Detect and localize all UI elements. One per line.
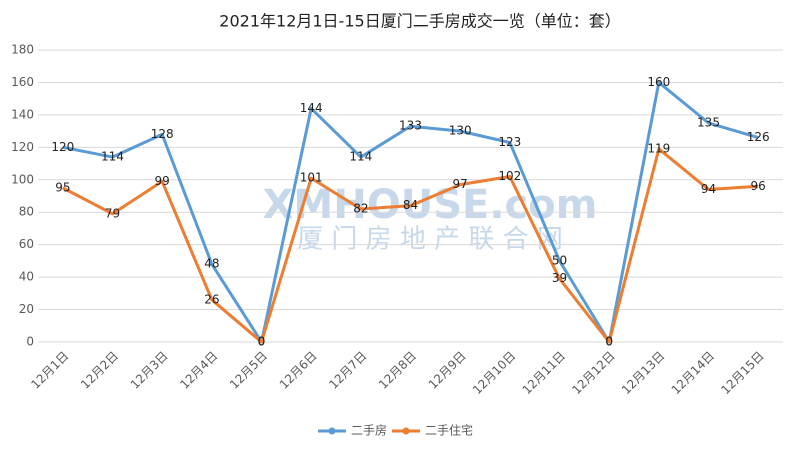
data-label: 114 — [349, 150, 372, 164]
data-label: 128 — [151, 127, 174, 141]
x-tick-label: 12月8日 — [376, 349, 419, 392]
watermark-subtitle: 厦 门 房 地 产 联 合 网 — [297, 225, 563, 255]
y-tick-label: 140 — [11, 107, 34, 121]
legend-marker — [402, 427, 410, 435]
x-tick-label: 12月2日 — [78, 349, 121, 392]
data-label: 119 — [647, 141, 670, 155]
y-tick-label: 100 — [11, 172, 34, 186]
data-label: 0 — [605, 335, 613, 349]
data-label: 0 — [258, 335, 266, 349]
data-label: 96 — [751, 179, 766, 193]
data-label: 130 — [449, 124, 472, 138]
watermark: XMHOUSE.com — [263, 182, 598, 228]
data-label: 144 — [300, 101, 323, 115]
y-tick-label: 0 — [26, 335, 34, 349]
x-tick-label: 12月10日 — [470, 349, 518, 397]
data-label: 99 — [155, 174, 170, 188]
data-label: 126 — [747, 130, 770, 144]
data-label: 101 — [300, 171, 323, 185]
data-label: 114 — [101, 150, 124, 164]
data-label: 39 — [552, 271, 567, 285]
line — [62, 80, 759, 344]
data-label: 0 — [258, 335, 266, 349]
x-tick-label: 12月12日 — [569, 349, 617, 397]
data-label: 84 — [403, 198, 418, 212]
y-tick-label: 180 — [11, 43, 34, 57]
data-label: 82 — [353, 201, 368, 215]
legend-label: 二手住宅 — [425, 423, 473, 438]
data-label: 123 — [498, 135, 521, 149]
chart-title: 2021年12月1日-15日厦门二手房成交一览（单位：套） — [219, 12, 620, 31]
x-tick-label: 12月3日 — [128, 349, 171, 392]
data-label: 94 — [701, 182, 716, 196]
y-tick-label: 80 — [19, 205, 34, 219]
data-label: 0 — [605, 335, 613, 349]
x-tick-label: 12月1日 — [28, 349, 71, 392]
y-tick-label: 40 — [19, 270, 34, 284]
legend-marker — [328, 427, 336, 435]
x-tick-label: 12月5日 — [227, 349, 270, 392]
data-label: 97 — [453, 177, 468, 191]
y-tick-label: 160 — [11, 75, 34, 89]
x-tick-label: 12月11日 — [520, 349, 568, 397]
x-tick-label: 12月6日 — [277, 349, 320, 392]
x-tick-label: 12月7日 — [326, 349, 369, 392]
legend-item: 二手住宅 — [392, 423, 473, 438]
legend-label: 二手房 — [351, 423, 387, 438]
data-label: 102 — [498, 169, 521, 183]
legend-item: 二手房 — [318, 423, 387, 438]
y-tick-label: 60 — [19, 237, 34, 251]
data-label: 135 — [697, 116, 720, 130]
data-label: 50 — [552, 253, 567, 267]
line — [62, 147, 759, 344]
data-label: 133 — [399, 119, 422, 133]
data-label: 120 — [51, 140, 74, 154]
x-tick-label: 12月14日 — [669, 349, 717, 397]
data-label: 95 — [55, 180, 70, 194]
data-label: 160 — [647, 75, 670, 89]
x-tick-label: 12月15日 — [718, 349, 766, 397]
data-label: 26 — [204, 292, 219, 306]
x-tick-label: 12月4日 — [177, 349, 220, 392]
data-label: 79 — [105, 206, 120, 220]
y-tick-label: 120 — [11, 140, 34, 154]
x-tick-label: 12月13日 — [619, 349, 667, 397]
x-tick-label: 12月9日 — [426, 349, 469, 392]
data-label: 48 — [204, 257, 219, 271]
y-tick-label: 20 — [19, 302, 34, 316]
